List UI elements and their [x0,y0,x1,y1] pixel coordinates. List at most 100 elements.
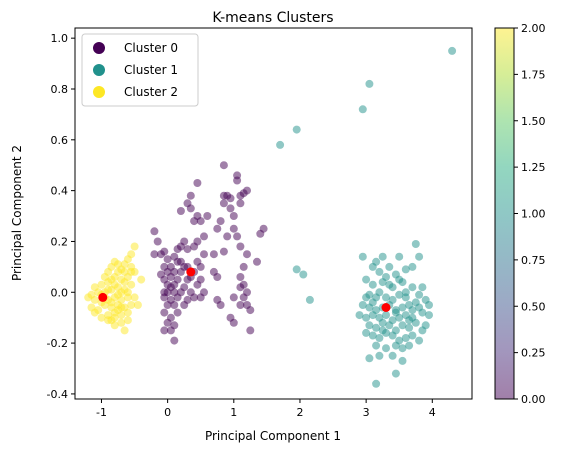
y-tick-label: 0.0 [51,286,69,299]
legend-box [81,33,199,107]
cluster-1-point [405,341,414,350]
cluster-0-point [246,306,255,315]
cluster-1-point [305,295,314,304]
cluster-1-point [388,331,397,340]
cluster-1-point [398,303,407,312]
cluster-2-point [107,298,116,307]
colorbar-tick-label: 1.25 [521,161,546,174]
plot-frame [74,27,473,400]
cluster-1-point [368,311,377,320]
cluster-2-point [117,288,126,297]
cluster-2-point [133,301,142,309]
cluster-2-point [90,295,99,304]
cluster-1-point [362,313,371,322]
cluster-0-point [246,326,255,335]
cluster-1-point [368,262,377,271]
legend-marker-cluster-2 [93,86,105,98]
cluster-1-point [299,270,308,279]
cluster-0-point [166,273,175,281]
cluster-0-point [209,250,218,259]
cluster-0-point [190,293,199,302]
cluster-1-point [355,311,364,320]
cluster-1-point [401,334,410,342]
cluster-1-point [415,252,424,261]
cluster-0-point [236,199,245,208]
cluster-0-point [170,280,179,289]
cluster-0-point [196,275,205,284]
cluster-0-point [183,295,192,304]
cluster-0-point [160,288,169,297]
cluster-1-point [408,283,417,292]
cluster-1-point [425,301,433,309]
cluster-0-point [173,308,182,317]
cluster-1-point [372,341,381,350]
cluster-0-point [176,267,185,276]
legend-label-cluster-1: Cluster 1 [124,63,178,77]
cluster-2-point [107,316,116,325]
cluster-1-point [391,341,400,350]
cluster-2-point [104,285,113,294]
cluster-1-point [385,262,394,271]
cluster-0-point [226,204,235,213]
cluster-0-point [200,232,208,241]
x-tick-label: 4 [429,406,436,419]
cluster-1-point [398,344,407,353]
cluster-0-point [219,199,228,208]
cluster-2-point [97,280,106,289]
colorbar-tick-label: 0.25 [521,347,546,360]
cluster-0-point [196,217,205,226]
cluster-2-point [127,301,136,309]
colorbar-tick-label: 0.75 [521,254,546,267]
cluster-0-point [183,275,192,284]
cluster-1-point [365,354,374,363]
cluster-0-point [239,262,248,271]
cluster-1-point [382,311,390,320]
cluster-0-point [253,257,261,266]
cluster-1-point [391,369,400,378]
colorbar-tick-label: 0.50 [521,300,546,313]
colorbar-tick-label: 1.75 [521,68,546,81]
cluster-1-point [395,290,404,299]
cluster-2-point [100,273,109,281]
cluster-1-point [382,344,390,353]
cluster-1-point [365,79,374,88]
cluster-1-point [408,306,417,315]
cluster-1-point [378,326,387,335]
cluster-1-point [372,379,381,388]
colorbar-tick-label: 1.50 [521,115,546,128]
cluster-0-point [236,273,245,281]
cluster-2-point [120,267,129,276]
cluster-0-point [163,255,172,264]
x-tick-label: 0 [164,406,171,419]
y-tick-label: 0.4 [51,185,69,198]
cluster-1-point [418,308,427,317]
y-tick-label: -0.2 [47,337,68,350]
cluster-1-point [372,323,381,332]
cluster-1-point [362,328,371,337]
cluster-1-point [276,140,285,149]
cluster-2-point [127,267,136,276]
cluster-1-point [375,351,384,360]
cluster-0-point [193,179,202,187]
cluster-1-point [401,265,410,274]
cluster-0-point [259,224,268,233]
cluster-0-point [196,293,205,302]
colorbar: 0.00 0.25 0.50 0.75 1.00 1.25 1.50 1.75 2.00 [494,22,546,406]
cluster-1-point [358,105,367,114]
cluster-0-point [186,191,195,200]
cluster-1-point [401,288,410,297]
x-tick-label: -1 [96,406,107,419]
cluster-2-point [97,313,106,322]
cluster-1-point [378,252,387,261]
cluster-1-point [362,275,371,284]
cluster-0-point [233,232,242,241]
cluster-0-point [163,301,172,309]
y-axis-label: Principal Component 2 [10,145,24,281]
cluster-1-point [411,240,420,248]
cluster-0-point [183,245,192,254]
legend-marker-cluster-0 [93,42,105,54]
cluster-0-point [213,224,222,233]
cluster-1-point [385,321,394,330]
cluster-0-point [216,217,225,226]
centroid-layer [98,267,391,312]
